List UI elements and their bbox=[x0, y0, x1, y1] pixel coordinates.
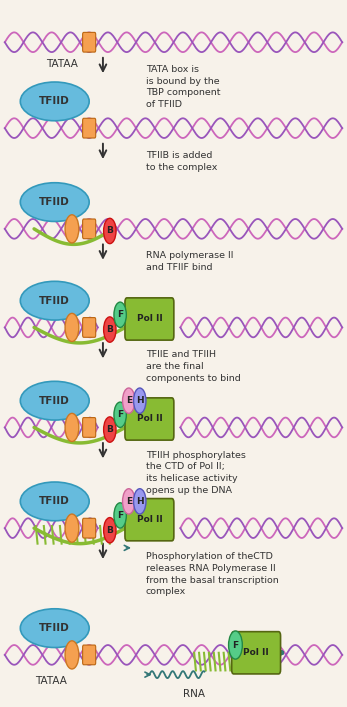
Text: B: B bbox=[107, 526, 113, 534]
FancyBboxPatch shape bbox=[83, 317, 96, 337]
FancyBboxPatch shape bbox=[125, 298, 174, 340]
Text: F: F bbox=[117, 410, 123, 419]
Text: H: H bbox=[136, 396, 144, 405]
Text: TATA box is
is bound by the
TBP component
of TFIID: TATA box is is bound by the TBP componen… bbox=[146, 65, 220, 109]
Circle shape bbox=[114, 402, 126, 428]
Text: B: B bbox=[107, 226, 113, 235]
Text: Pol II: Pol II bbox=[136, 414, 162, 423]
FancyBboxPatch shape bbox=[83, 219, 96, 239]
FancyBboxPatch shape bbox=[125, 398, 174, 440]
FancyBboxPatch shape bbox=[83, 645, 96, 665]
Circle shape bbox=[104, 218, 116, 244]
Circle shape bbox=[229, 631, 242, 659]
Ellipse shape bbox=[20, 609, 89, 648]
Text: Pol II: Pol II bbox=[243, 648, 269, 658]
Text: TFIID: TFIID bbox=[39, 496, 70, 506]
Circle shape bbox=[65, 641, 79, 669]
Circle shape bbox=[134, 388, 146, 414]
FancyBboxPatch shape bbox=[83, 518, 96, 538]
Ellipse shape bbox=[20, 182, 89, 221]
Text: TFIID: TFIID bbox=[39, 197, 70, 207]
Text: H: H bbox=[136, 497, 144, 506]
Text: TFIID: TFIID bbox=[39, 396, 70, 406]
Circle shape bbox=[65, 215, 79, 243]
Text: TFIID: TFIID bbox=[39, 623, 70, 633]
FancyBboxPatch shape bbox=[83, 33, 96, 52]
FancyBboxPatch shape bbox=[232, 631, 281, 674]
FancyBboxPatch shape bbox=[83, 118, 96, 138]
Circle shape bbox=[114, 503, 126, 528]
Ellipse shape bbox=[20, 82, 89, 121]
Circle shape bbox=[122, 489, 135, 514]
Ellipse shape bbox=[20, 482, 89, 521]
Text: E: E bbox=[126, 497, 132, 506]
Text: Pol II: Pol II bbox=[136, 315, 162, 324]
Circle shape bbox=[65, 414, 79, 442]
Text: TATAA: TATAA bbox=[35, 676, 67, 686]
Circle shape bbox=[134, 489, 146, 514]
FancyBboxPatch shape bbox=[125, 498, 174, 541]
Text: F: F bbox=[232, 641, 238, 650]
Ellipse shape bbox=[20, 281, 89, 320]
Text: TFIIB is added
to the complex: TFIIB is added to the complex bbox=[146, 151, 217, 173]
Text: B: B bbox=[107, 425, 113, 434]
Circle shape bbox=[104, 417, 116, 443]
Text: TFIIH phosphorylates
the CTD of Pol II;
its helicase activity
opens up the DNA: TFIIH phosphorylates the CTD of Pol II; … bbox=[146, 450, 246, 495]
Text: RNA polymerase II
and TFIIF bind: RNA polymerase II and TFIIF bind bbox=[146, 252, 234, 272]
Text: Pol II: Pol II bbox=[136, 515, 162, 524]
Text: F: F bbox=[117, 310, 123, 320]
Ellipse shape bbox=[20, 381, 89, 420]
Text: B: B bbox=[107, 325, 113, 334]
Circle shape bbox=[104, 518, 116, 543]
Text: E: E bbox=[126, 396, 132, 405]
Text: Phosphorylation of theCTD
releases RNA Polymerase II
from the basal transcriptio: Phosphorylation of theCTD releases RNA P… bbox=[146, 552, 279, 597]
Circle shape bbox=[114, 302, 126, 327]
Text: TFIIE and TFIIH
are the final
components to bind: TFIIE and TFIIH are the final components… bbox=[146, 350, 241, 382]
Text: F: F bbox=[117, 511, 123, 520]
Circle shape bbox=[65, 514, 79, 542]
Circle shape bbox=[104, 317, 116, 342]
Text: TATAA: TATAA bbox=[46, 59, 78, 69]
Text: RNA: RNA bbox=[183, 689, 205, 699]
FancyBboxPatch shape bbox=[83, 418, 96, 438]
Text: TFIID: TFIID bbox=[39, 96, 70, 106]
Text: TFIID: TFIID bbox=[39, 296, 70, 305]
Circle shape bbox=[65, 313, 79, 341]
Circle shape bbox=[122, 388, 135, 414]
